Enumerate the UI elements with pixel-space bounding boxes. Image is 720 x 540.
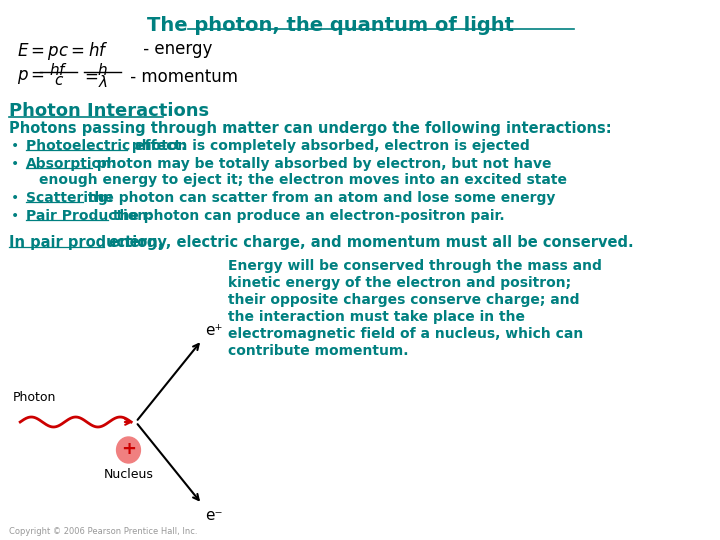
- Text: $=$: $=$: [81, 68, 98, 85]
- Text: The photon, the quantum of light: The photon, the quantum of light: [147, 16, 514, 35]
- Text: •: •: [11, 157, 19, 171]
- Text: •: •: [11, 191, 19, 205]
- Text: Nucleus: Nucleus: [104, 468, 153, 481]
- Text: electromagnetic field of a nucleus, which can: electromagnetic field of a nucleus, whic…: [228, 327, 583, 341]
- Text: Photons passing through matter can undergo the following interactions:: Photons passing through matter can under…: [9, 121, 612, 136]
- Text: - energy: - energy: [138, 40, 212, 58]
- Text: $c$: $c$: [54, 74, 64, 88]
- Text: the photon can produce an electron-positron pair.: the photon can produce an electron-posit…: [108, 209, 505, 223]
- Text: $E = pc = hf$: $E = pc = hf$: [17, 40, 108, 62]
- Text: Photoelectric effect:: Photoelectric effect:: [26, 139, 186, 153]
- Text: Copyright © 2006 Pearson Prentice Hall, Inc.: Copyright © 2006 Pearson Prentice Hall, …: [9, 527, 198, 536]
- Text: Scattering:: Scattering:: [26, 191, 113, 205]
- Text: Pair Production:: Pair Production:: [26, 209, 153, 223]
- Text: +: +: [121, 440, 136, 458]
- Text: contribute momentum.: contribute momentum.: [228, 344, 408, 358]
- Text: $hf$: $hf$: [49, 62, 68, 78]
- Text: •: •: [11, 139, 19, 153]
- Text: e⁻: e⁻: [204, 508, 222, 523]
- Text: photon is completely absorbed, electron is ejected: photon is completely absorbed, electron …: [127, 139, 529, 153]
- Text: Absorption:: Absorption:: [26, 157, 117, 171]
- Text: $\lambda$: $\lambda$: [98, 74, 108, 90]
- Text: Photon Interactions: Photon Interactions: [9, 102, 210, 120]
- Text: Energy will be conserved through the mass and: Energy will be conserved through the mas…: [228, 259, 601, 273]
- Text: $h$: $h$: [97, 62, 108, 78]
- Circle shape: [117, 437, 140, 463]
- Text: the photon can scatter from an atom and lose some energy: the photon can scatter from an atom and …: [83, 191, 555, 205]
- Text: the interaction must take place in the: the interaction must take place in the: [228, 310, 525, 324]
- Text: In pair production,: In pair production,: [9, 235, 163, 250]
- Text: •: •: [11, 209, 19, 223]
- Text: enough energy to eject it; the electron moves into an excited state: enough energy to eject it; the electron …: [39, 173, 567, 187]
- Text: kinetic energy of the electron and positron;: kinetic energy of the electron and posit…: [228, 276, 571, 290]
- Text: energy, electric charge, and momentum must all be conserved.: energy, electric charge, and momentum mu…: [104, 235, 634, 250]
- Text: $p =$: $p =$: [17, 68, 45, 86]
- Text: e⁺: e⁺: [204, 323, 222, 338]
- Text: - momentum: - momentum: [125, 68, 238, 86]
- Text: their opposite charges conserve charge; and: their opposite charges conserve charge; …: [228, 293, 579, 307]
- Text: Photon: Photon: [13, 391, 56, 404]
- Text: photon may be totally absorbed by electron, but not have: photon may be totally absorbed by electr…: [91, 157, 552, 171]
